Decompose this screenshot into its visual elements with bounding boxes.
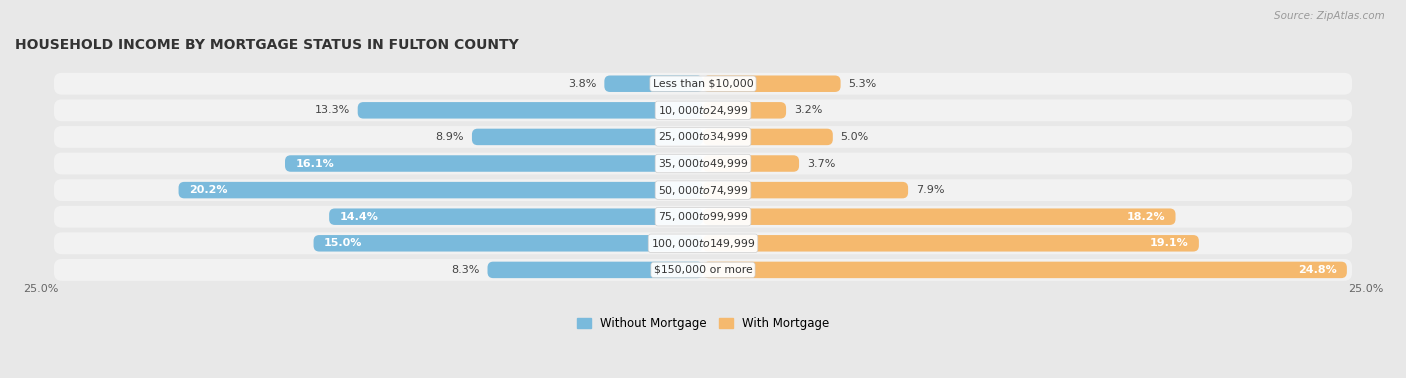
Text: $10,000 to $24,999: $10,000 to $24,999 bbox=[658, 104, 748, 117]
Text: $75,000 to $99,999: $75,000 to $99,999 bbox=[658, 210, 748, 223]
Text: 20.2%: 20.2% bbox=[188, 185, 228, 195]
Text: 5.0%: 5.0% bbox=[841, 132, 869, 142]
Text: 24.8%: 24.8% bbox=[1298, 265, 1337, 275]
FancyBboxPatch shape bbox=[488, 262, 703, 278]
Text: Source: ZipAtlas.com: Source: ZipAtlas.com bbox=[1274, 11, 1385, 21]
Text: 8.3%: 8.3% bbox=[451, 265, 479, 275]
Text: 25.0%: 25.0% bbox=[22, 284, 58, 294]
FancyBboxPatch shape bbox=[329, 208, 703, 225]
Text: $100,000 to $149,999: $100,000 to $149,999 bbox=[651, 237, 755, 250]
FancyBboxPatch shape bbox=[703, 208, 1175, 225]
FancyBboxPatch shape bbox=[53, 73, 1353, 94]
Text: 3.8%: 3.8% bbox=[568, 79, 596, 89]
Text: 18.2%: 18.2% bbox=[1126, 212, 1166, 222]
Text: $150,000 or more: $150,000 or more bbox=[654, 265, 752, 275]
FancyBboxPatch shape bbox=[285, 155, 703, 172]
Text: $25,000 to $34,999: $25,000 to $34,999 bbox=[658, 130, 748, 143]
Text: 14.4%: 14.4% bbox=[339, 212, 378, 222]
FancyBboxPatch shape bbox=[314, 235, 703, 251]
FancyBboxPatch shape bbox=[53, 259, 1353, 281]
Text: $50,000 to $74,999: $50,000 to $74,999 bbox=[658, 184, 748, 197]
FancyBboxPatch shape bbox=[703, 155, 799, 172]
Text: $35,000 to $49,999: $35,000 to $49,999 bbox=[658, 157, 748, 170]
FancyBboxPatch shape bbox=[472, 129, 703, 145]
Text: HOUSEHOLD INCOME BY MORTGAGE STATUS IN FULTON COUNTY: HOUSEHOLD INCOME BY MORTGAGE STATUS IN F… bbox=[15, 38, 519, 52]
Text: 7.9%: 7.9% bbox=[915, 185, 945, 195]
FancyBboxPatch shape bbox=[53, 126, 1353, 148]
Text: 3.7%: 3.7% bbox=[807, 158, 835, 169]
FancyBboxPatch shape bbox=[53, 179, 1353, 201]
Text: 13.3%: 13.3% bbox=[315, 105, 350, 115]
FancyBboxPatch shape bbox=[357, 102, 703, 119]
FancyBboxPatch shape bbox=[53, 153, 1353, 174]
FancyBboxPatch shape bbox=[703, 76, 841, 92]
FancyBboxPatch shape bbox=[53, 99, 1353, 121]
Text: 8.9%: 8.9% bbox=[436, 132, 464, 142]
FancyBboxPatch shape bbox=[703, 102, 786, 119]
Text: Less than $10,000: Less than $10,000 bbox=[652, 79, 754, 89]
FancyBboxPatch shape bbox=[53, 232, 1353, 254]
Text: 3.2%: 3.2% bbox=[794, 105, 823, 115]
FancyBboxPatch shape bbox=[605, 76, 703, 92]
Text: 5.3%: 5.3% bbox=[848, 79, 876, 89]
Text: 19.1%: 19.1% bbox=[1150, 238, 1188, 248]
FancyBboxPatch shape bbox=[703, 182, 908, 198]
Legend: Without Mortgage, With Mortgage: Without Mortgage, With Mortgage bbox=[576, 317, 830, 330]
Text: 15.0%: 15.0% bbox=[323, 238, 363, 248]
Text: 16.1%: 16.1% bbox=[295, 158, 335, 169]
FancyBboxPatch shape bbox=[703, 262, 1347, 278]
FancyBboxPatch shape bbox=[179, 182, 703, 198]
FancyBboxPatch shape bbox=[703, 235, 1199, 251]
FancyBboxPatch shape bbox=[53, 206, 1353, 228]
Text: 25.0%: 25.0% bbox=[1348, 284, 1384, 294]
FancyBboxPatch shape bbox=[703, 129, 832, 145]
